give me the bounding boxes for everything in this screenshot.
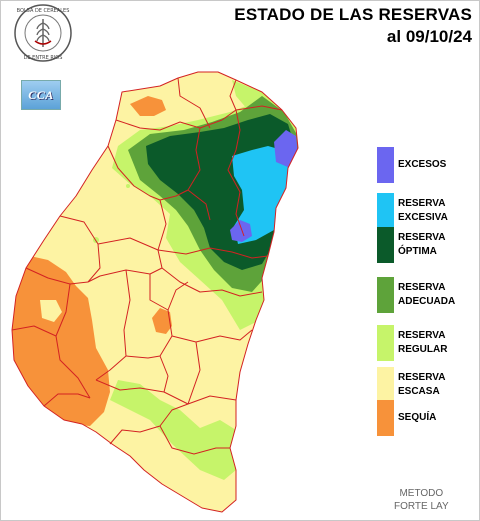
legend-swatch [377, 325, 394, 361]
legend-label: RESERVA REGULAR [398, 330, 448, 355]
map-date: al 09/10/24 [386, 27, 472, 46]
map-title: ESTADO DE LAS RESERVAS [234, 5, 472, 24]
legend-label: EXCESOS [398, 159, 447, 170]
bolsa-cereales-logo: BOLSA DE CEREALES DE ENTRE RIOS [14, 4, 72, 62]
legend-swatch [377, 400, 394, 436]
zone-sequia-north [130, 96, 166, 116]
zone-escasa-west-patch [40, 300, 62, 322]
zone-excesos-south [230, 220, 252, 242]
zone-regular-south [110, 380, 236, 480]
zone-excesos-east [274, 130, 298, 168]
zone-sequia-center [152, 308, 172, 334]
legend-label: RESERVA ESCASA [398, 372, 446, 397]
svg-text:BOLSA DE CEREALES: BOLSA DE CEREALES [17, 8, 70, 14]
legend-label: RESERVA ADECUADA [398, 282, 456, 307]
cca-logo: CCA [21, 80, 61, 110]
legend-label: RESERVA ÓPTIMA [398, 232, 446, 257]
zone-regular-speck-2 [126, 184, 130, 188]
legend-swatch [377, 147, 394, 183]
cca-logo-text: CCA [28, 88, 54, 102]
legend-label: RESERVA EXCESIVA [398, 198, 448, 223]
zone-excesiva [232, 146, 292, 244]
legend-swatch [377, 193, 394, 229]
legend-label: SEQUÍA [398, 412, 437, 423]
method-line-1: METODO [399, 488, 444, 499]
legend-swatch [377, 277, 394, 313]
zone-sequia-west [12, 256, 110, 426]
legend-swatch [377, 367, 394, 403]
svg-text:DE ENTRE RIOS: DE ENTRE RIOS [24, 55, 63, 61]
method-line-2: FORTE LAY [394, 501, 449, 512]
method-label: METODO FORTE LAY [394, 487, 449, 513]
department-borders [11, 71, 299, 513]
legend-swatch [377, 227, 394, 263]
